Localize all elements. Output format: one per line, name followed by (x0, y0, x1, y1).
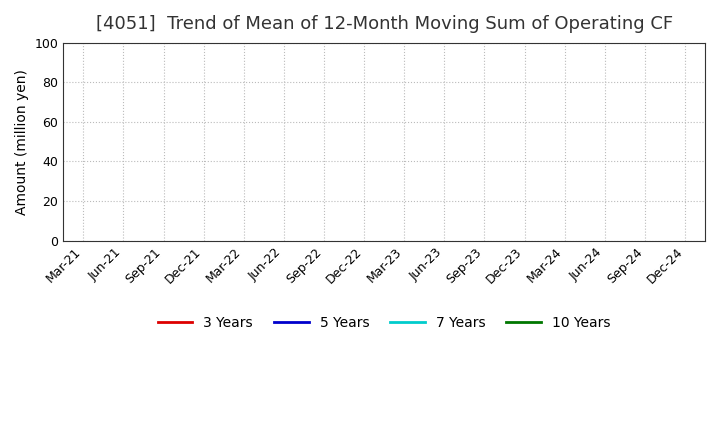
Title: [4051]  Trend of Mean of 12-Month Moving Sum of Operating CF: [4051] Trend of Mean of 12-Month Moving … (96, 15, 672, 33)
Y-axis label: Amount (million yen): Amount (million yen) (15, 69, 29, 215)
Legend: 3 Years, 5 Years, 7 Years, 10 Years: 3 Years, 5 Years, 7 Years, 10 Years (152, 311, 616, 336)
